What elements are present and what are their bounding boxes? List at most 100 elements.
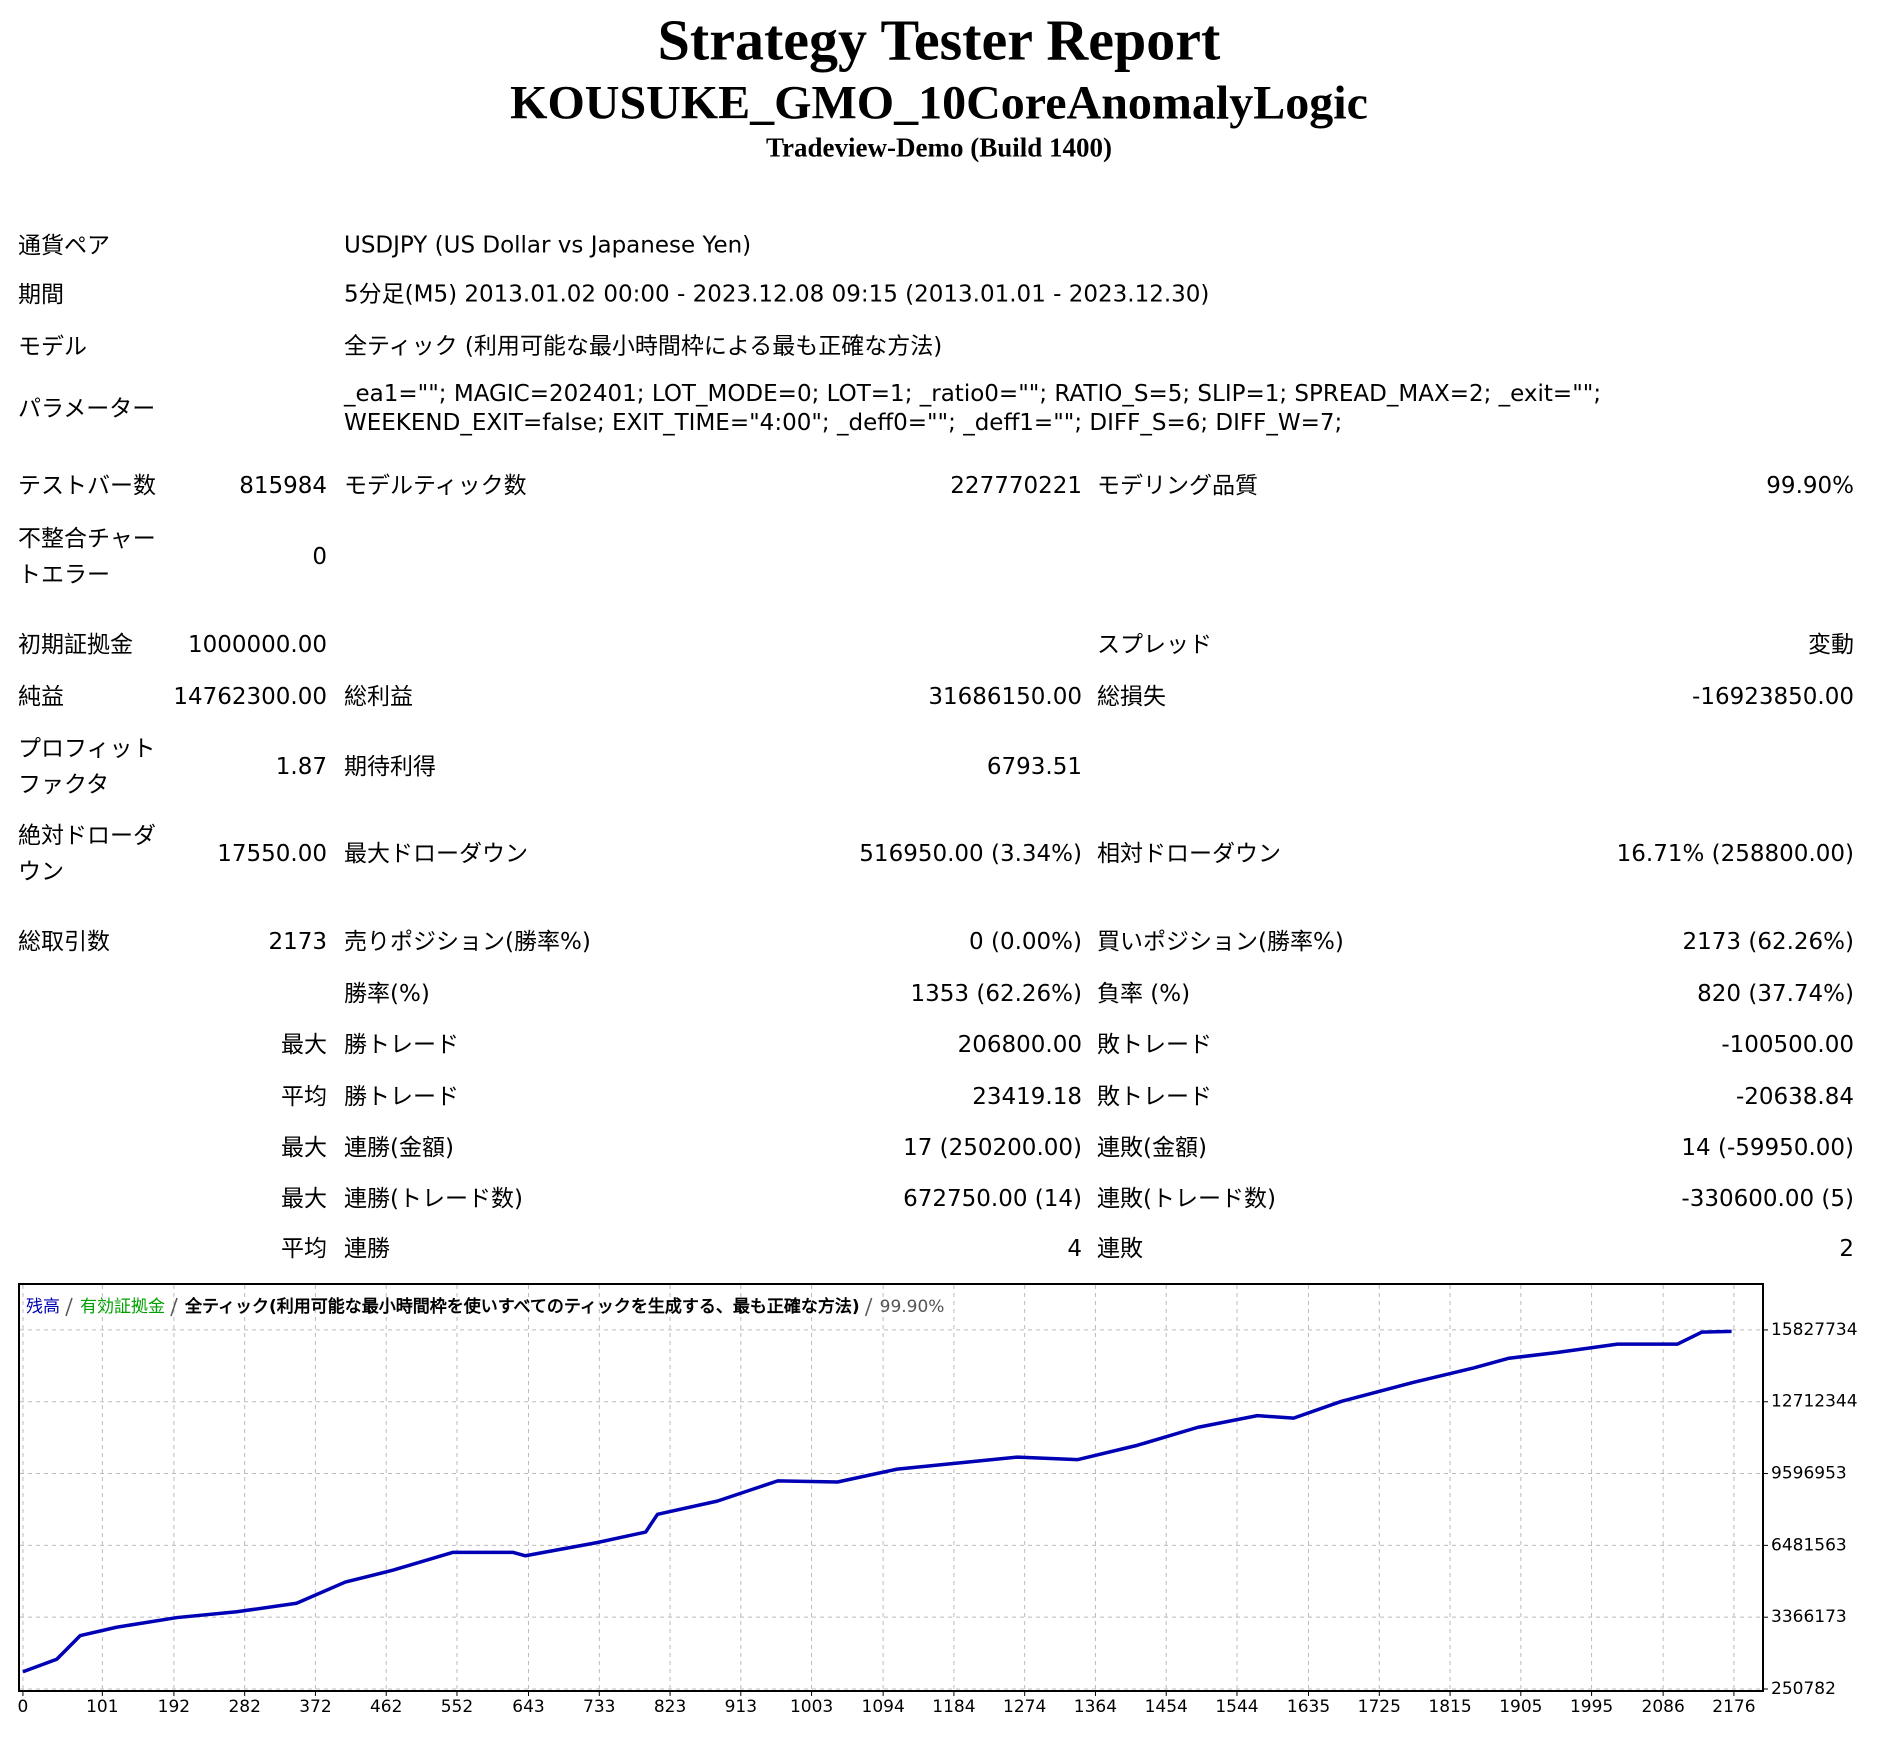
x-tick-label: 643 bbox=[512, 1697, 544, 1717]
x-tick-label: 462 bbox=[370, 1697, 402, 1717]
legend-item: 残高 bbox=[26, 1297, 60, 1317]
setting-label: モデル bbox=[18, 334, 87, 360]
x-tick-label: 1725 bbox=[1358, 1697, 1401, 1717]
stat-label: 総損失 bbox=[1097, 684, 1166, 710]
stat-value: 672750.00 (14) bbox=[903, 1186, 1082, 1212]
stat-label: 連敗(トレード数) bbox=[1097, 1186, 1276, 1212]
x-tick-label: 192 bbox=[158, 1697, 190, 1717]
stat-value: 227770221 bbox=[950, 473, 1082, 499]
stat-label: 不整合チャートエラー bbox=[18, 526, 156, 588]
y-tick-label: 3366173 bbox=[1771, 1607, 1847, 1627]
stat-label: 負率 (%) bbox=[1097, 981, 1191, 1007]
stat-label: 絶対ドローダウン bbox=[18, 823, 156, 885]
legend-item: 99.90% bbox=[880, 1297, 945, 1317]
stat-value: 16.71% (258800.00) bbox=[1616, 841, 1854, 867]
stat-value: 99.90% bbox=[1766, 473, 1854, 499]
x-tick-label: 2176 bbox=[1712, 1697, 1755, 1717]
stat-value: 6793.51 bbox=[986, 754, 1082, 780]
setting-label: パラメーター bbox=[18, 396, 156, 422]
stat-value: -16923850.00 bbox=[1692, 684, 1854, 710]
stat-value: -330600.00 (5) bbox=[1681, 1186, 1854, 1212]
x-tick-label: 1184 bbox=[932, 1697, 975, 1717]
balance-line bbox=[22, 1329, 1732, 1674]
stat-value: 2 bbox=[1839, 1236, 1854, 1262]
stat-label: 敗トレード bbox=[1097, 1084, 1212, 1110]
stat-label: スプレッド bbox=[1097, 632, 1212, 658]
stat-label: モデルティック数 bbox=[344, 473, 527, 499]
x-tick-label: 733 bbox=[583, 1697, 615, 1717]
legend-separator bbox=[65, 1297, 73, 1317]
x-tick-label: 913 bbox=[725, 1697, 757, 1717]
stat-value: 最大 bbox=[281, 1186, 327, 1212]
stat-value: 14 (-59950.00) bbox=[1681, 1135, 1854, 1161]
setting-label: 期間 bbox=[18, 282, 64, 308]
stat-value: 23419.18 bbox=[972, 1084, 1082, 1110]
x-tick-label: 552 bbox=[441, 1697, 473, 1717]
x-tick-label: 1003 bbox=[790, 1697, 833, 1717]
legend-separator bbox=[170, 1297, 178, 1317]
x-tick-label: 1274 bbox=[1003, 1697, 1046, 1717]
stat-label: 連勝(金額) bbox=[344, 1135, 454, 1161]
stat-label: 最大ドローダウン bbox=[344, 841, 528, 867]
stat-value: 変動 bbox=[1808, 632, 1854, 658]
stat-value: 1353 (62.26%) bbox=[910, 981, 1083, 1007]
y-tick-label: 6481563 bbox=[1771, 1535, 1847, 1555]
expert: KOUSUKE_GMO_10CoreAnomalyLogic bbox=[510, 76, 1368, 130]
x-tick-label: 1094 bbox=[862, 1697, 905, 1717]
stat-label: 初期証拠金 bbox=[18, 632, 133, 658]
stat-value: 14762300.00 bbox=[173, 684, 327, 710]
stat-value: 4 bbox=[1067, 1236, 1082, 1262]
stat-label: 純益 bbox=[18, 684, 64, 710]
stat-value: 平均 bbox=[281, 1084, 327, 1110]
x-tick-label: 372 bbox=[299, 1697, 331, 1717]
stat-value: 1000000.00 bbox=[187, 632, 327, 658]
stat-label: 総利益 bbox=[344, 684, 413, 710]
stat-label: 勝トレード bbox=[344, 1032, 459, 1058]
stat-value: -100500.00 bbox=[1721, 1032, 1854, 1058]
setting-value: 5分足(M5) 2013.01.02 00:00 - 2023.12.08 09… bbox=[344, 281, 1210, 308]
stat-label: プロフィットファクタ bbox=[18, 736, 156, 798]
server: Tradeview-Demo (Build 1400) bbox=[766, 132, 1112, 163]
stat-label: 連勝 bbox=[344, 1236, 390, 1262]
stat-label: 連敗(金額) bbox=[1097, 1135, 1207, 1161]
stat-value: 31686150.00 bbox=[928, 684, 1082, 710]
setting-value: 全ティック (利用可能な最小時間枠による最も正確な方法) bbox=[344, 333, 943, 360]
y-tick-label: 9596953 bbox=[1771, 1464, 1847, 1484]
stat-value: 0 (0.00%) bbox=[969, 929, 1082, 955]
x-tick-label: 1995 bbox=[1570, 1697, 1613, 1717]
stat-label: テストバー数 bbox=[18, 473, 156, 499]
y-tick-label: 12712344 bbox=[1771, 1392, 1858, 1412]
stat-value: 2173 (62.26%) bbox=[1682, 929, 1855, 955]
setting-label: 通貨ペア bbox=[18, 233, 110, 259]
stat-label: 総取引数 bbox=[18, 929, 110, 955]
stat-value: 17550.00 bbox=[217, 841, 327, 867]
legend-separator bbox=[864, 1297, 873, 1317]
stat-value: 0 bbox=[312, 544, 327, 570]
stat-label: 相対ドローダウン bbox=[1097, 841, 1281, 867]
stat-value: 平均 bbox=[281, 1236, 327, 1262]
stat-value: 820 (37.74%) bbox=[1697, 981, 1854, 1007]
legend-item: 全ティック(利用可能な最小時間枠を使いすべてのティックを生成する、最も正確な方法… bbox=[184, 1296, 860, 1317]
stat-value: 17 (250200.00) bbox=[903, 1135, 1082, 1161]
stat-label: 買いポジション(勝率%) bbox=[1097, 929, 1344, 955]
stat-label: 敗トレード bbox=[1097, 1032, 1212, 1058]
stat-label: 連勝(トレード数) bbox=[344, 1186, 523, 1212]
x-tick-label: 823 bbox=[654, 1697, 686, 1717]
stat-label: 期待利得 bbox=[344, 754, 436, 780]
stat-label: 連敗 bbox=[1097, 1236, 1143, 1262]
setting-value: USDJPY (US Dollar vs Japanese Yen) bbox=[344, 232, 752, 259]
x-tick-label: 1635 bbox=[1287, 1697, 1330, 1717]
title: Strategy Tester Report bbox=[657, 7, 1221, 73]
x-tick-label: 1544 bbox=[1215, 1697, 1258, 1717]
x-tick-label: 0 bbox=[18, 1697, 29, 1717]
stat-value: 206800.00 bbox=[957, 1032, 1082, 1058]
x-tick-label: 1364 bbox=[1074, 1697, 1117, 1717]
stat-value: 815984 bbox=[239, 473, 327, 499]
setting-value: _ea1=""; MAGIC=202401; LOT_MODE=0; LOT=1… bbox=[344, 381, 1602, 436]
stat-label: 勝トレード bbox=[344, 1084, 459, 1110]
stat-value: 1.87 bbox=[275, 754, 327, 780]
stat-label: モデリング品質 bbox=[1097, 473, 1258, 499]
stat-label: 勝率(%) bbox=[344, 981, 430, 1007]
y-tick-label: 15827734 bbox=[1771, 1320, 1858, 1340]
